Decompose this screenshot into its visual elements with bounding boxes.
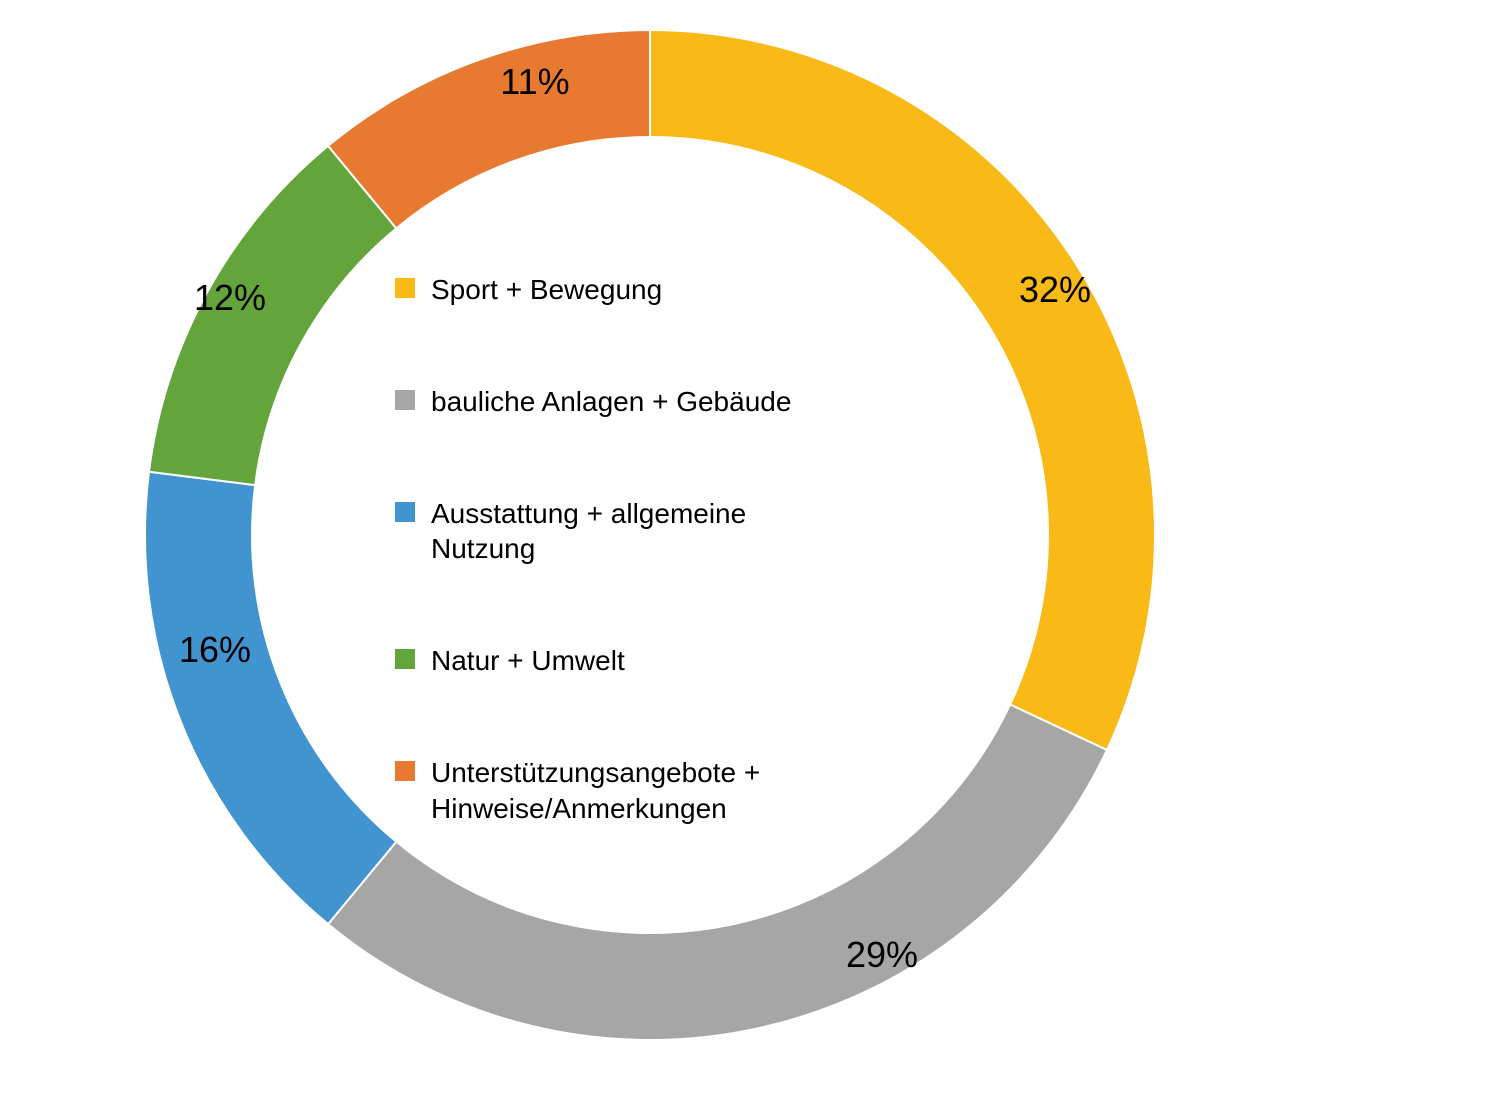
- legend-item: Unterstützungsangebote + Hinweise/Anmerk…: [395, 755, 851, 827]
- donut-chart: Sport + Bewegung bauliche Anlagen + Gebäu…: [0, 0, 1500, 1093]
- segment-pct-label: 12%: [194, 277, 266, 319]
- legend-label: bauliche Anlagen + Gebäude: [431, 384, 791, 420]
- legend-swatch: [395, 761, 415, 781]
- legend-item: Natur + Umwelt: [395, 643, 851, 679]
- legend-item: bauliche Anlagen + Gebäude: [395, 384, 851, 420]
- legend-label: Unterstützungsangebote + Hinweise/Anmerk…: [431, 755, 851, 827]
- segment-pct-label: 16%: [179, 629, 251, 671]
- legend-item: Sport + Bewegung: [395, 272, 851, 308]
- legend-swatch: [395, 390, 415, 410]
- segment-pct-label: 11%: [500, 61, 569, 103]
- legend: Sport + Bewegung bauliche Anlagen + Gebäu…: [395, 272, 851, 827]
- legend-label: Sport + Bewegung: [431, 272, 662, 308]
- legend-item: Ausstattung + allgemeine Nutzung: [395, 496, 851, 568]
- legend-label: Natur + Umwelt: [431, 643, 625, 679]
- legend-swatch: [395, 649, 415, 669]
- segment-pct-label: 32%: [1019, 269, 1091, 311]
- segment-pct-label: 29%: [846, 934, 918, 976]
- legend-label: Ausstattung + allgemeine Nutzung: [431, 496, 851, 568]
- legend-swatch: [395, 502, 415, 522]
- legend-swatch: [395, 278, 415, 298]
